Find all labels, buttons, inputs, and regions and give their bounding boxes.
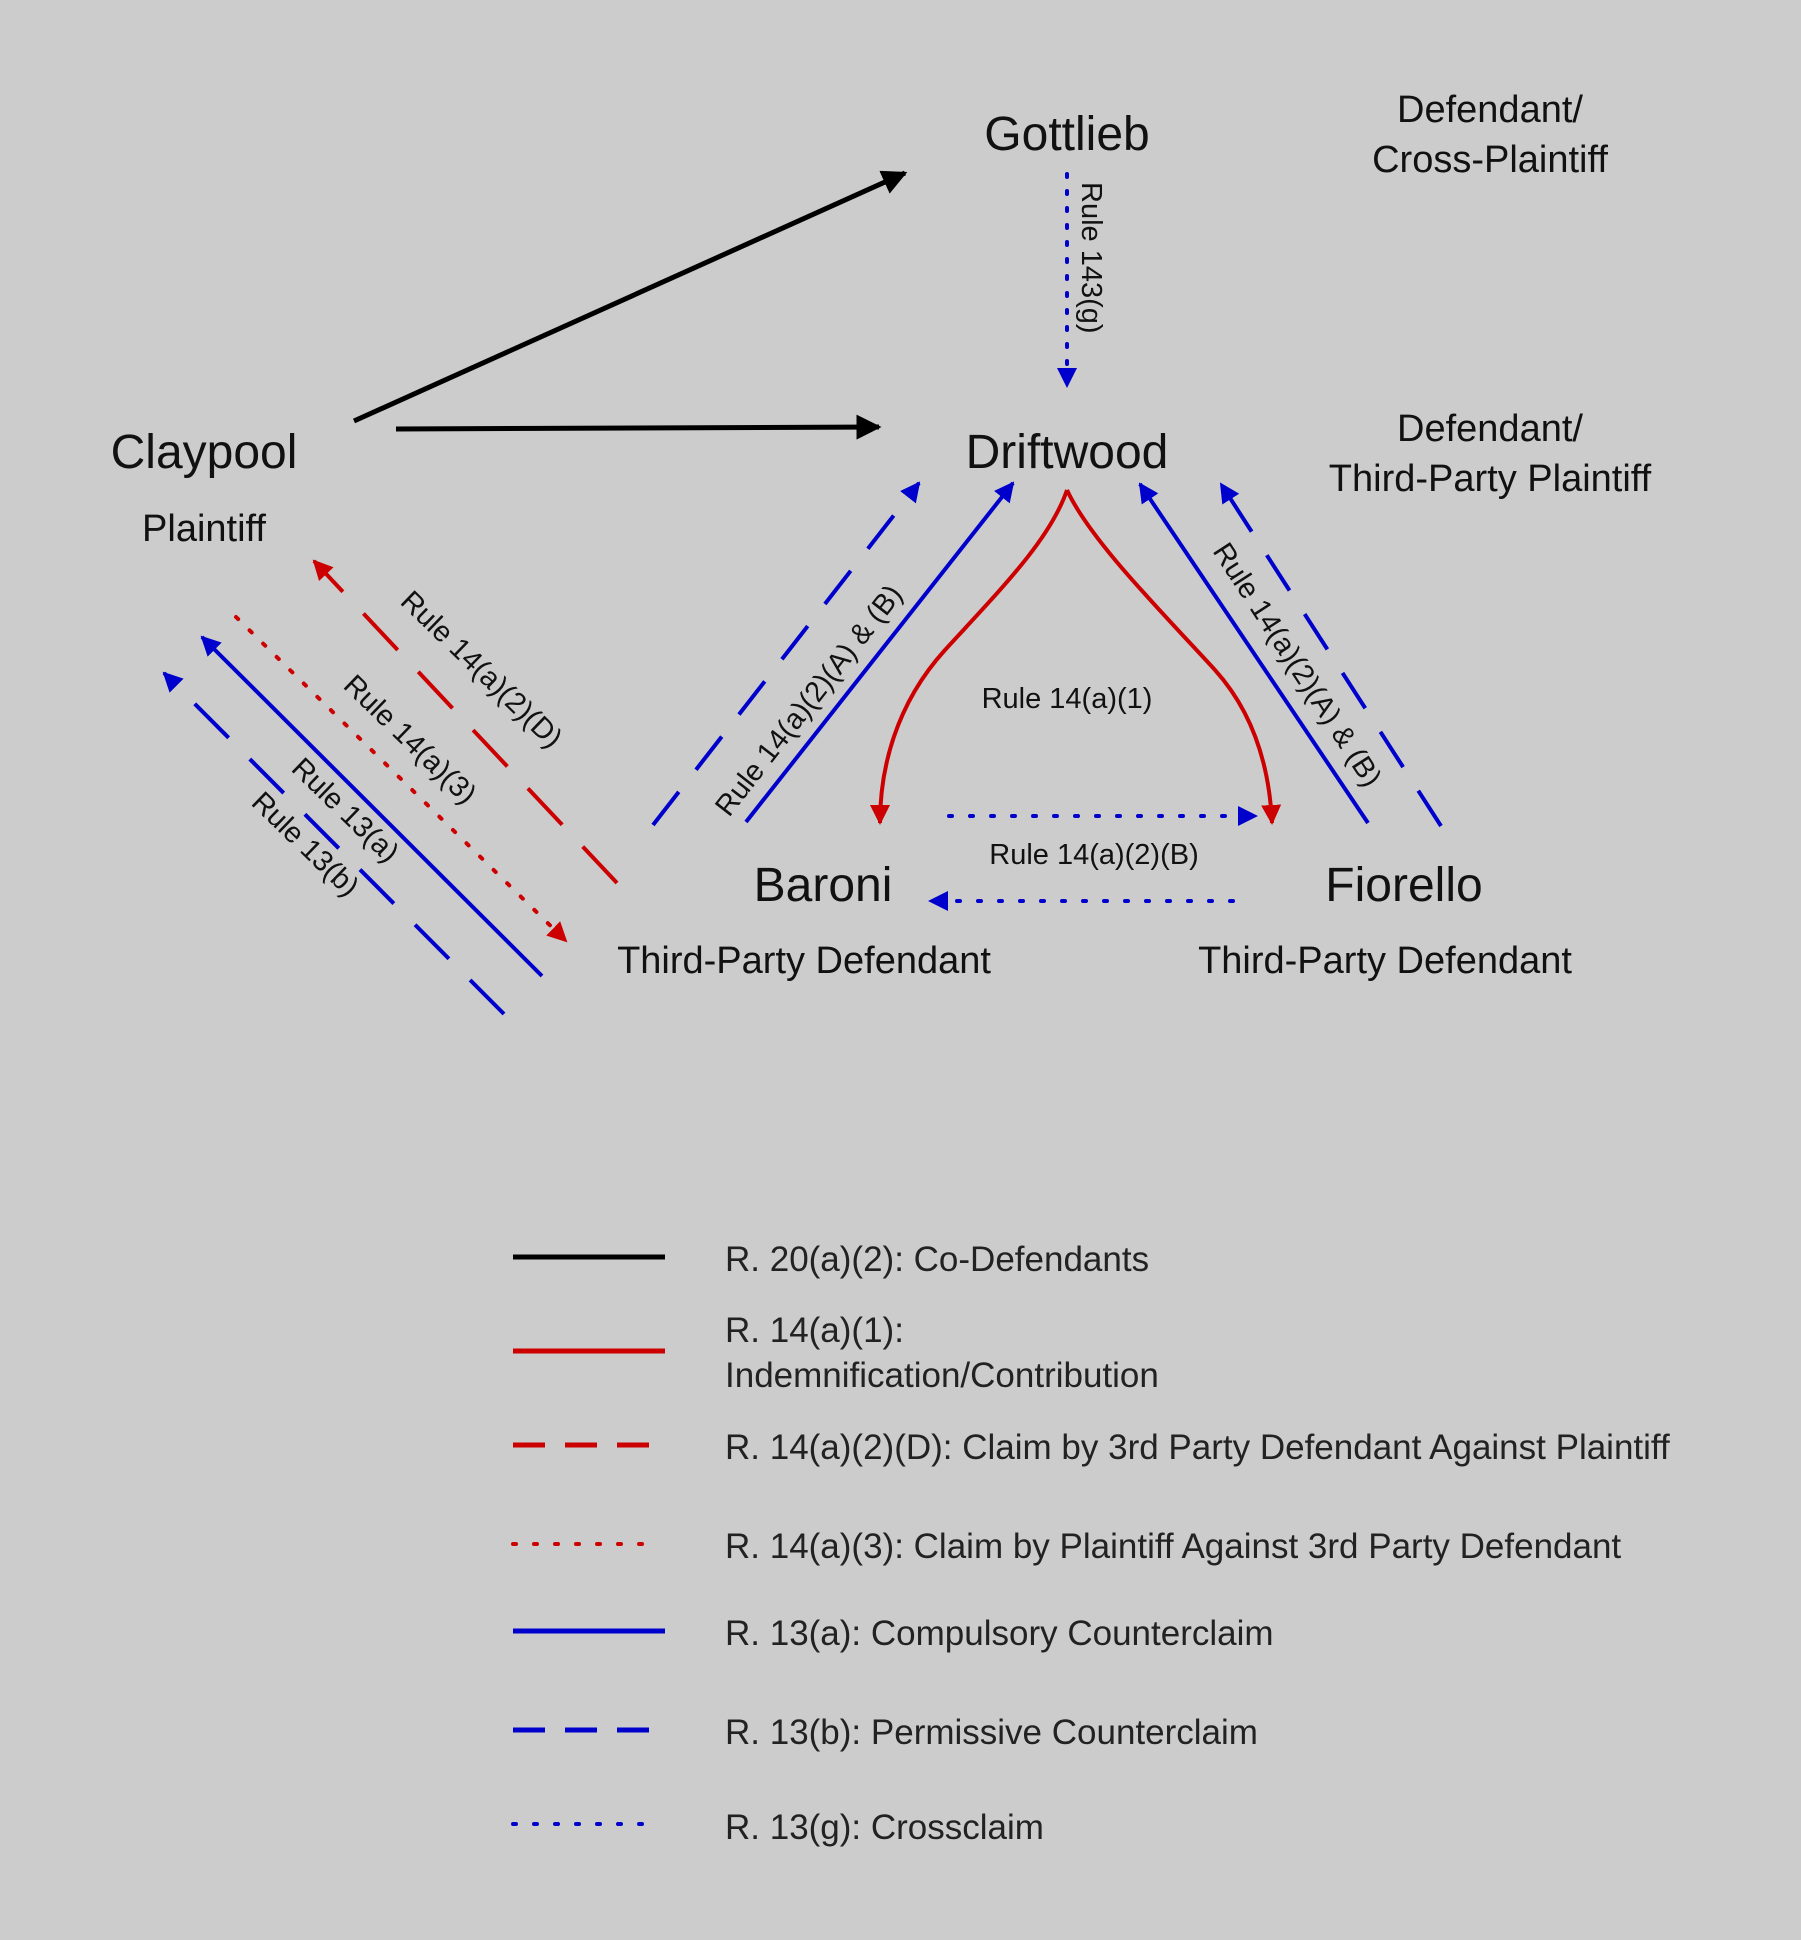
edge-claypool-permissive-counterclaim bbox=[162, 671, 506, 1016]
edge-label-driftwood-third-parties: Rule 14(a)(1) bbox=[982, 683, 1153, 715]
edge-label-baroni-driftwood: Rule 14(a)(2)(A) & (B) bbox=[709, 579, 909, 822]
edge-claypool-driftwood bbox=[395, 414, 882, 440]
edge-fiorello-driftwood-compulsory bbox=[1138, 482, 1370, 825]
edge-baroni-driftwood-compulsory bbox=[744, 481, 1015, 824]
edge-claypool-compulsory-counterclaim bbox=[200, 635, 544, 978]
edge-driftwood-fiorello-indemnification bbox=[1065, 489, 1282, 825]
party-name-claypool: Claypool bbox=[111, 426, 298, 479]
edge-claypool-gottlieb bbox=[352, 170, 908, 424]
edge-baroni-claypool-14a2d bbox=[312, 559, 619, 885]
legend-label-compulsory-counterclaim: R. 13(a): Compulsory Counterclaim bbox=[725, 1614, 1274, 1653]
legend-label-claim-by-plaintiff: R. 14(a)(3): Claim by Plaintiff Against … bbox=[725, 1527, 1621, 1566]
party-role-driftwood-line2: Third-Party Plaintiff bbox=[1329, 458, 1652, 500]
legend-label-indemnification-line2: Indemnification/Contribution bbox=[725, 1356, 1159, 1395]
legend-label-crossclaim: R. 13(g): Crossclaim bbox=[725, 1808, 1044, 1847]
party-name-fiorello: Fiorello bbox=[1325, 859, 1482, 912]
party-name-driftwood: Driftwood bbox=[966, 426, 1169, 479]
edge-baroni-driftwood-permissive bbox=[651, 481, 921, 827]
party-name-baroni: Baroni bbox=[754, 859, 893, 912]
party-role-fiorello: Third-Party Defendant bbox=[1198, 940, 1572, 982]
party-role-driftwood-line1: Defendant/ bbox=[1397, 408, 1583, 450]
edge-label-baroni-fiorello: Rule 14(a)(2)(B) bbox=[989, 839, 1199, 871]
edge-claypool-baroni-14a3 bbox=[234, 615, 568, 943]
legend-label-claim-against-plaintiff: R. 14(a)(2)(D): Claim by 3rd Party Defen… bbox=[725, 1428, 1670, 1467]
legend: R. 20(a)(2): Co-Defendants R. 14(a)(1): … bbox=[511, 1240, 1670, 1847]
party-name-gottlieb: Gottlieb bbox=[984, 108, 1149, 161]
edge-label-fiorello-driftwood: Rule 14(a)(2)(A) & (B) bbox=[1206, 537, 1387, 792]
legend-label-co-defendants: R. 20(a)(2): Co-Defendants bbox=[725, 1240, 1149, 1279]
legend-label-indemnification-line1: R. 14(a)(1): bbox=[725, 1311, 904, 1350]
party-role-baroni: Third-Party Defendant bbox=[617, 940, 991, 982]
edge-driftwood-baroni-indemnification bbox=[870, 489, 1069, 825]
party-role-gottlieb-line1: Defendant/ bbox=[1397, 89, 1583, 131]
party-role-gottlieb-line2: Cross-Plaintiff bbox=[1372, 139, 1608, 181]
edge-label-gottlieb-driftwood: Rule 143(g) bbox=[1075, 182, 1107, 334]
legend-label-permissive-counterclaim: R. 13(b): Permissive Counterclaim bbox=[725, 1713, 1258, 1752]
party-role-claypool: Plaintiff bbox=[142, 508, 266, 550]
